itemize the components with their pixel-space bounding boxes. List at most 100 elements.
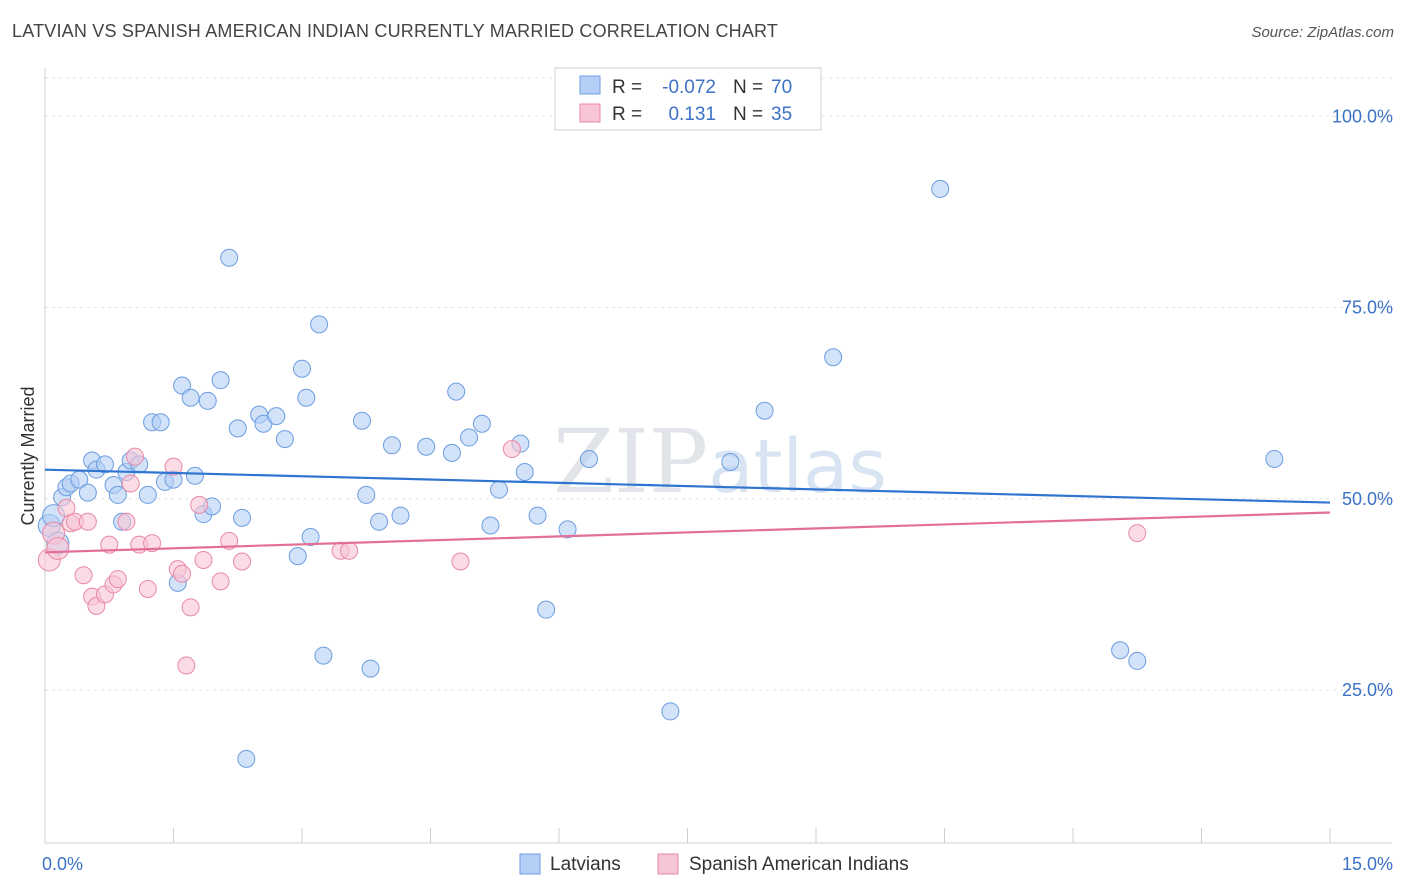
latvian-point-49 bbox=[391, 506, 410, 525]
correlation-legend: R = -0.072 N = 70 R = 0.131 N = 35 bbox=[554, 67, 822, 131]
spanish-point-6 bbox=[74, 566, 93, 585]
latvian-point-32 bbox=[233, 508, 252, 527]
y-tick-label-1: 50.0% bbox=[1342, 489, 1393, 509]
x-tick-labels: 0.0% 15.0% bbox=[42, 854, 1393, 874]
latvians-points bbox=[37, 179, 1284, 768]
latvian-point-56 bbox=[490, 480, 509, 499]
legend-r-label-2: R = bbox=[612, 104, 642, 125]
latvian-point-60 bbox=[537, 600, 556, 619]
spanish-point-22 bbox=[173, 564, 192, 583]
bottom-legend-label-latvians: Latvians bbox=[550, 854, 621, 875]
latvian-point-24 bbox=[181, 388, 200, 407]
latvian-point-38 bbox=[288, 547, 307, 566]
latvian-point-19 bbox=[151, 413, 170, 432]
spanish-point-23 bbox=[177, 656, 196, 675]
spanish-point-27 bbox=[211, 572, 230, 591]
latvian-point-46 bbox=[361, 659, 380, 678]
legend-r-label-1: R = bbox=[612, 77, 642, 98]
latvian-point-67 bbox=[931, 179, 950, 198]
bottom-legend-label-spanish: Spanish American Indians bbox=[689, 854, 909, 875]
latvian-point-64 bbox=[721, 453, 740, 472]
latvian-point-54 bbox=[472, 414, 491, 433]
latvian-point-53 bbox=[460, 428, 479, 447]
latvian-point-33 bbox=[237, 749, 256, 768]
latvian-point-37 bbox=[275, 430, 294, 449]
latvian-point-70 bbox=[1265, 449, 1284, 468]
spanish-point-14 bbox=[117, 512, 136, 531]
trend-lines bbox=[44, 468, 1331, 554]
bottom-legend-swatch-latvians bbox=[519, 853, 541, 875]
latvian-point-52 bbox=[447, 382, 466, 401]
legend-n-label-2: N = bbox=[733, 104, 763, 125]
latvian-point-23 bbox=[173, 376, 192, 395]
latvian-point-12 bbox=[108, 485, 127, 504]
spanish-point-34 bbox=[1128, 524, 1147, 543]
latvian-point-10 bbox=[95, 455, 114, 474]
series-legend: Latvians Spanish American Indians bbox=[519, 853, 909, 875]
latvian-point-31 bbox=[228, 419, 247, 438]
source-credit: Source: ZipAtlas.com bbox=[1251, 24, 1394, 41]
spanish-point-25 bbox=[190, 495, 209, 514]
latvian-point-51 bbox=[442, 443, 461, 462]
legend-r-value-2: 0.131 bbox=[668, 104, 716, 125]
latvian-point-41 bbox=[301, 528, 320, 546]
latvian-point-65 bbox=[755, 401, 774, 420]
latvian-point-30 bbox=[220, 248, 239, 267]
spanish-point-7 bbox=[78, 512, 97, 531]
latvian-point-40 bbox=[297, 388, 316, 407]
spanish-point-28 bbox=[220, 531, 239, 550]
latvian-point-59 bbox=[528, 506, 547, 525]
latvian-point-36 bbox=[267, 407, 286, 426]
legend-r-value-1: -0.072 bbox=[662, 77, 716, 98]
latvian-point-39 bbox=[293, 359, 311, 378]
spanish-point-20 bbox=[164, 457, 183, 476]
legend-n-value-1: 70 bbox=[771, 77, 792, 98]
spanish-point-16 bbox=[125, 447, 144, 466]
x-tick-label-0: 0.0% bbox=[42, 854, 83, 874]
spanish-american-indians-points bbox=[37, 440, 1147, 675]
latvian-point-66 bbox=[824, 348, 843, 367]
legend-n-value-2: 35 bbox=[771, 104, 792, 125]
legend-swatch-latvians bbox=[579, 75, 601, 95]
latvian-point-45 bbox=[357, 485, 376, 504]
latvian-point-17 bbox=[138, 485, 157, 504]
x-tick-label-1: 15.0% bbox=[1342, 854, 1393, 874]
spanish-point-19 bbox=[143, 534, 162, 553]
legend-n-label-1: N = bbox=[733, 77, 763, 98]
axes bbox=[44, 68, 1392, 844]
spanish-point-11 bbox=[100, 535, 119, 554]
latvian-point-29 bbox=[211, 371, 230, 390]
latvian-point-44 bbox=[352, 411, 371, 430]
latvian-point-7 bbox=[78, 483, 97, 502]
spanish-point-15 bbox=[121, 474, 140, 493]
latvian-point-58 bbox=[515, 462, 534, 481]
latvian-point-55 bbox=[481, 516, 500, 535]
latvian-point-69 bbox=[1128, 651, 1147, 670]
latvian-point-48 bbox=[382, 436, 401, 455]
spanish-point-31 bbox=[340, 541, 359, 560]
watermark-zip: ZIP bbox=[553, 410, 708, 513]
latvian-point-43 bbox=[314, 646, 333, 665]
spanish-point-33 bbox=[502, 440, 521, 459]
latvian-point-25 bbox=[185, 466, 204, 485]
latvian-point-27 bbox=[198, 391, 217, 410]
spanish-point-32 bbox=[451, 552, 470, 571]
latvians-trend-line bbox=[44, 468, 1331, 504]
bottom-legend-swatch-spanish bbox=[657, 853, 679, 875]
spanish-trend-line bbox=[44, 511, 1331, 554]
gridlines bbox=[45, 77, 1392, 691]
spanish-point-29 bbox=[233, 552, 252, 571]
spanish-point-2 bbox=[46, 536, 70, 560]
spanish-point-13 bbox=[108, 570, 127, 589]
latvian-point-42 bbox=[310, 315, 329, 334]
y-tick-label-0: 25.0% bbox=[1342, 680, 1393, 700]
latvian-point-62 bbox=[579, 449, 598, 468]
latvian-point-61 bbox=[558, 520, 577, 539]
y-tick-labels: 25.0% 50.0% 75.0% 100.0% bbox=[1332, 106, 1393, 700]
y-axis-label: Currently Married bbox=[18, 386, 38, 525]
latvian-point-50 bbox=[417, 437, 436, 456]
y-tick-label-3: 100.0% bbox=[1332, 106, 1393, 126]
spanish-point-24 bbox=[181, 598, 200, 617]
watermark-atlas: atlas bbox=[708, 424, 887, 510]
